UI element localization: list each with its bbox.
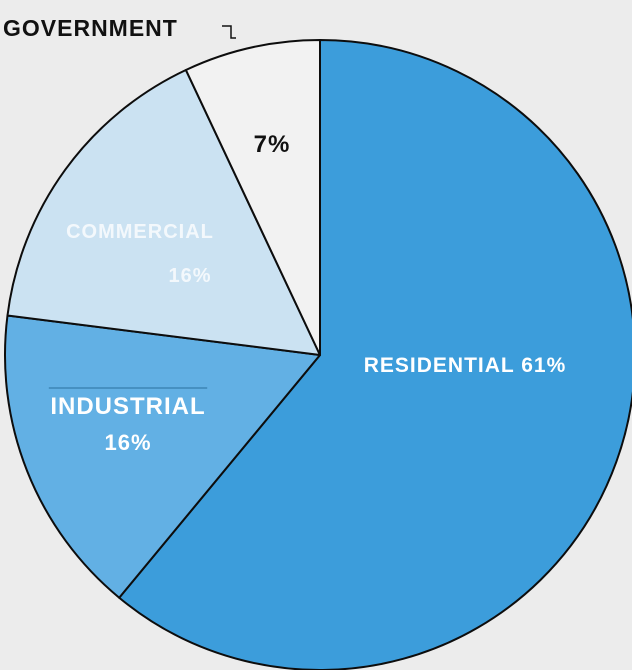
pie-slice-industrial xyxy=(4,314,321,599)
slice-label-industrial: INDUSTRIAL xyxy=(50,393,205,420)
pie-slice-commercial xyxy=(6,68,321,356)
slice-label-commercial: COMMERCIAL xyxy=(66,221,214,243)
slice-value-industrial: 16% xyxy=(104,430,151,455)
slice-label-residential: RESIDENTIAL 61% xyxy=(364,354,567,377)
slice-label-government: GOVERNMENT xyxy=(3,15,178,41)
pie-slice-government xyxy=(184,39,321,356)
pie-slice-residential xyxy=(118,39,632,670)
slice-value-government: 7% xyxy=(254,131,291,158)
government-leader-line xyxy=(222,25,236,39)
slice-value-commercial: 16% xyxy=(168,265,211,287)
